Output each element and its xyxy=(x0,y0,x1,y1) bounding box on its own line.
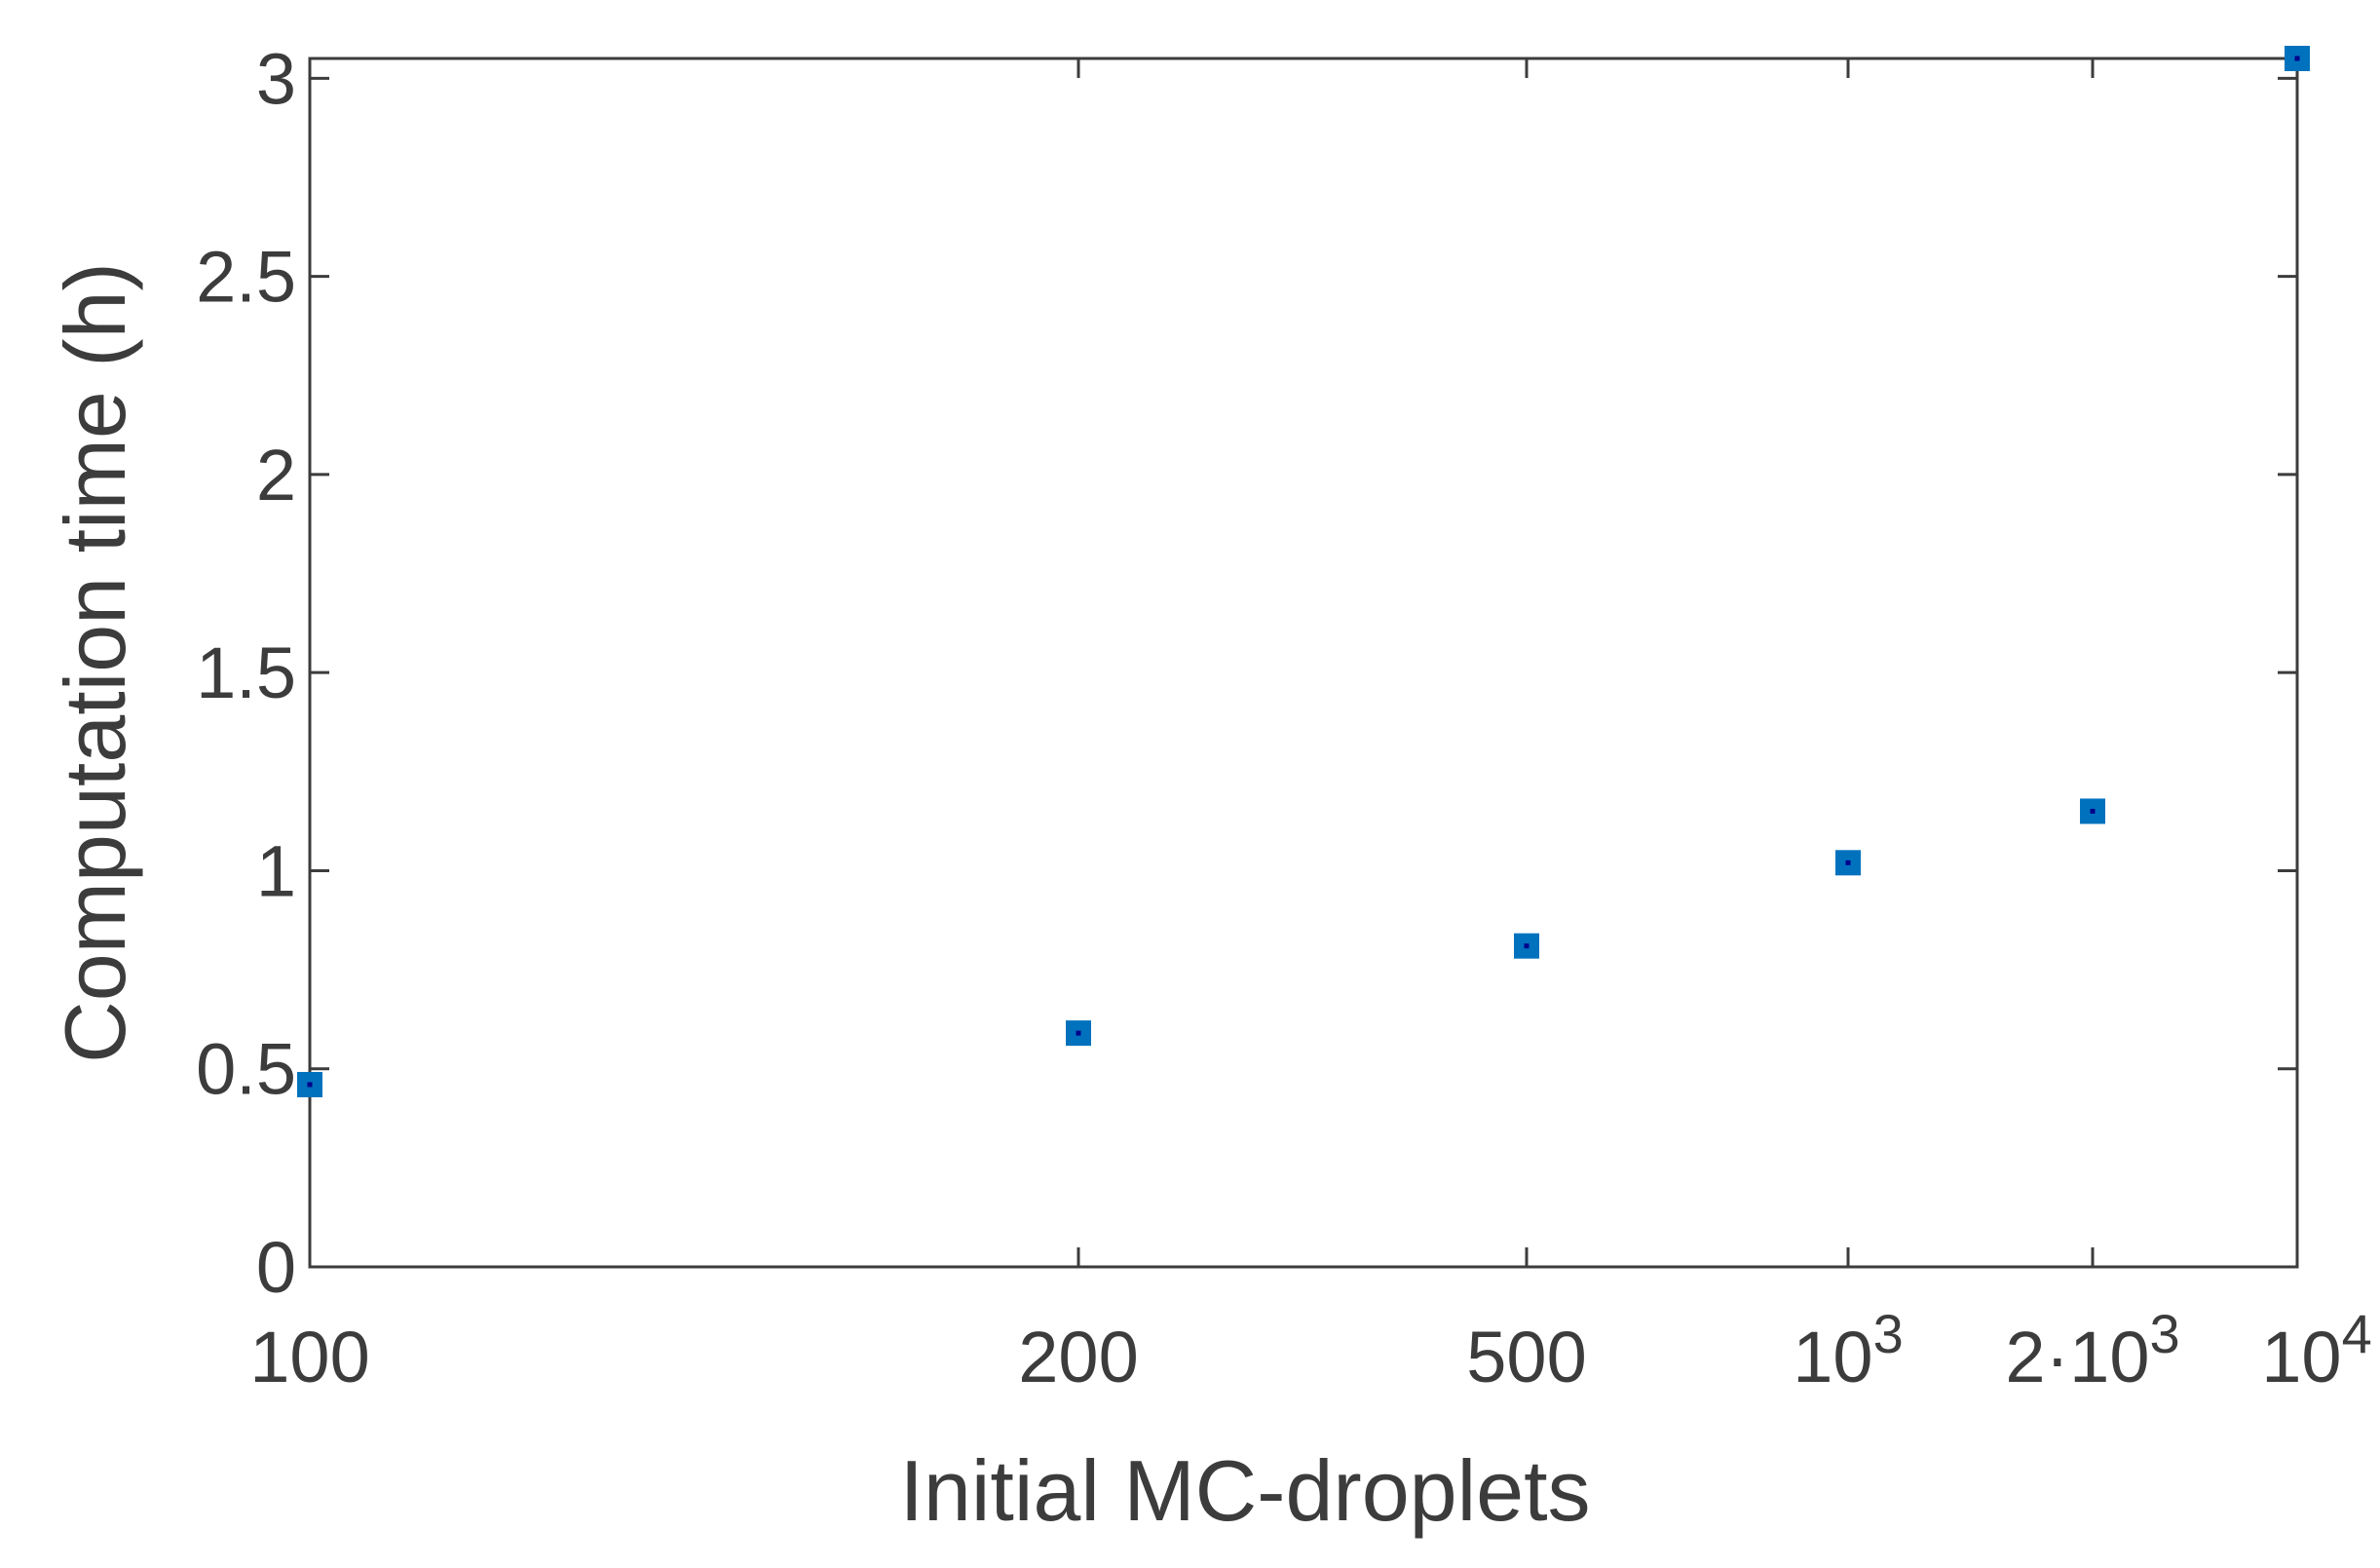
data-point-center xyxy=(1524,943,1530,949)
y-axis-title: Computation time (h) xyxy=(47,262,143,1063)
plot-box xyxy=(308,57,2299,1269)
x-tick-label: 100 xyxy=(249,1317,369,1397)
y-tick-label: 1 xyxy=(256,830,296,911)
x-tick-label: 500 xyxy=(1466,1317,1586,1397)
data-point-center xyxy=(2294,56,2300,61)
data-point-center xyxy=(2090,808,2096,814)
y-tick-label: 2.5 xyxy=(196,237,296,318)
y-tick-label: 0.5 xyxy=(196,1029,296,1110)
y-tick-label: 0 xyxy=(256,1227,296,1308)
y-tick-label: 1.5 xyxy=(196,632,296,713)
data-point-center xyxy=(1845,860,1851,865)
x-tick-label: 2·103 xyxy=(2005,1303,2179,1397)
x-tick-label: 103 xyxy=(1793,1303,1903,1397)
data-points xyxy=(297,46,2310,1097)
y-tick-label: 2 xyxy=(256,435,296,516)
x-ticks: 100 200 500 103 2·103 104 xyxy=(249,58,2372,1397)
y-tick-label: 3 xyxy=(256,38,296,119)
x-tick-label: 200 xyxy=(1018,1317,1138,1397)
x-axis-title: Initial MC-droplets xyxy=(899,1442,1590,1539)
data-point-center xyxy=(307,1082,313,1088)
y-ticks: 0 0.5 1 1.5 2 2.5 3 xyxy=(196,38,2297,1308)
data-point-center xyxy=(1076,1030,1081,1036)
x-tick-label: 104 xyxy=(2261,1303,2371,1397)
plot-axes xyxy=(308,57,2299,1269)
